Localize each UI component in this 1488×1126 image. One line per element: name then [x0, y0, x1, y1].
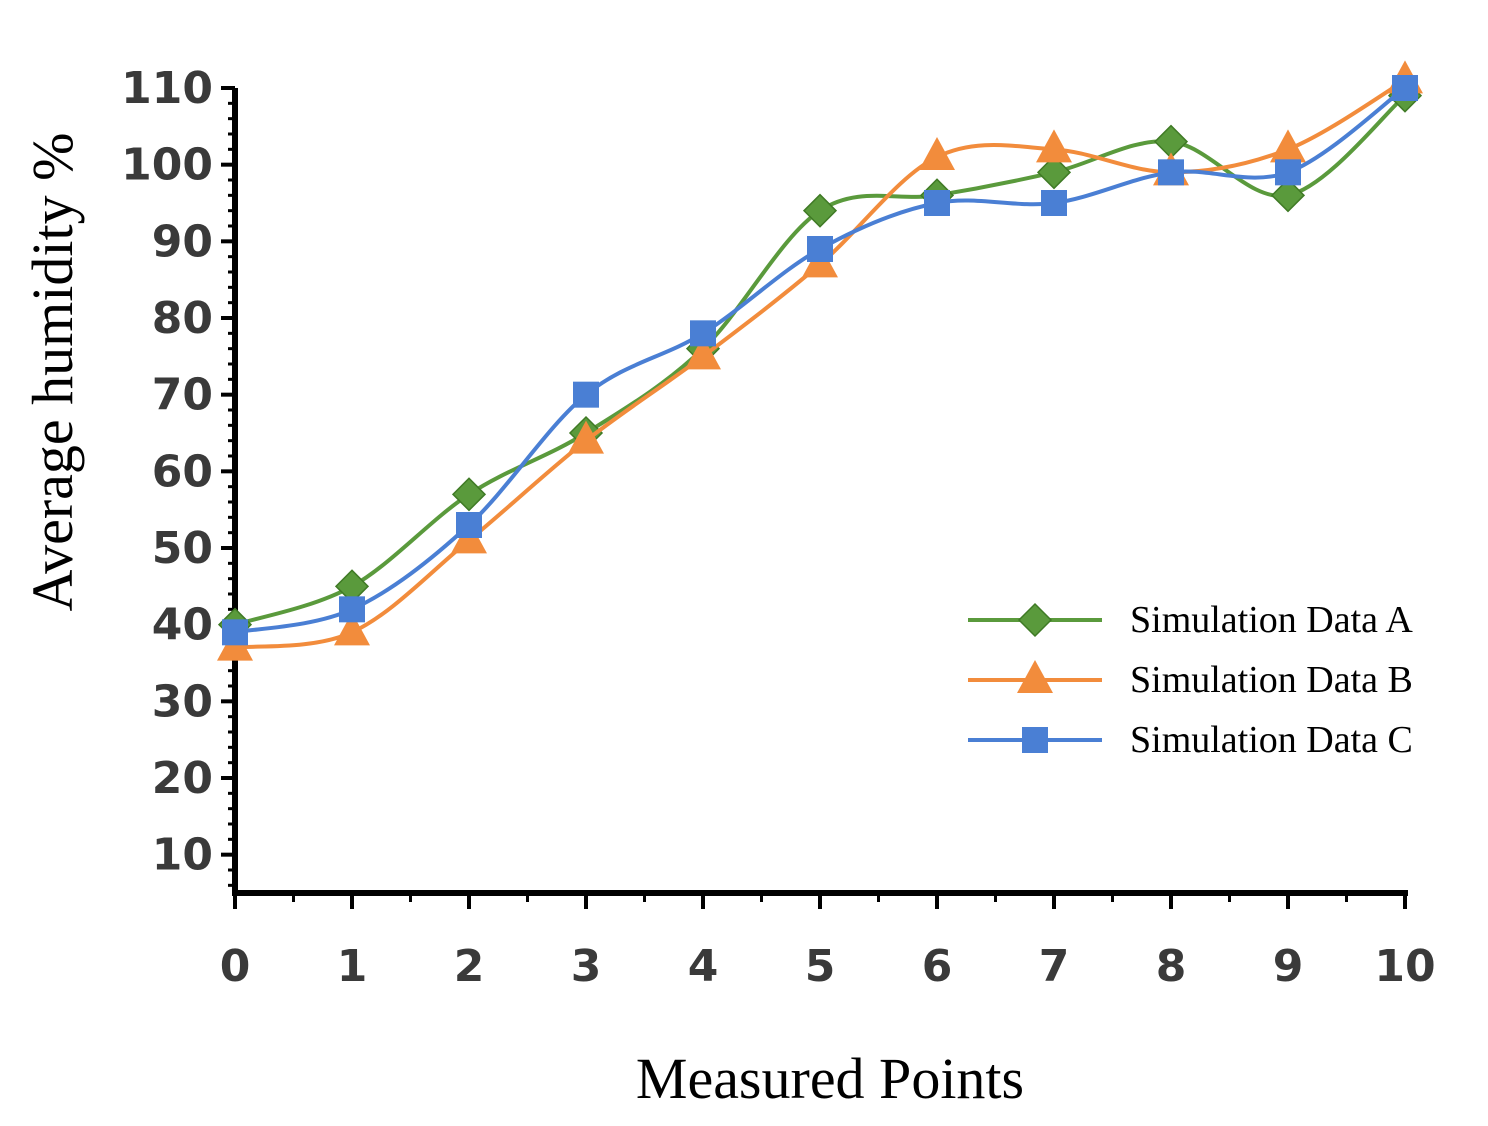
series-line [234, 78, 1407, 650]
x-tick-label: 6 [922, 941, 953, 992]
legend-label: Simulation Data B [1130, 659, 1413, 701]
y-tick-label: 80 [152, 293, 213, 344]
data-point [690, 320, 716, 347]
data-point [573, 381, 599, 408]
data-point [1270, 129, 1306, 163]
y-tick-label: 60 [152, 446, 213, 497]
data-point [924, 190, 950, 216]
y-tick-label: 40 [152, 600, 213, 651]
x-tick-label: 8 [1156, 941, 1187, 992]
x-tick-label: 0 [220, 941, 251, 992]
series-layer [217, 60, 1423, 661]
data-point [1275, 159, 1301, 186]
data-point [1036, 155, 1072, 190]
x-tick-label: 5 [805, 941, 836, 992]
data-point [339, 596, 365, 623]
data-point [807, 236, 833, 262]
x-tick-label: 7 [1039, 941, 1070, 992]
y-tick-label: 20 [152, 753, 213, 804]
legend-item: Simulation Data A [968, 599, 1413, 641]
legend-label: Simulation Data A [1130, 599, 1413, 641]
data-point [1036, 129, 1072, 163]
data-point [334, 612, 370, 646]
series-c [222, 75, 1418, 646]
data-point [1392, 75, 1418, 101]
x-tick-label: 1 [337, 941, 368, 992]
data-point [451, 477, 487, 512]
axes: 10 20 30 40 50 60 70 80 90 100 110 0 1 2 3 4 5 6 7 8 9 10 [121, 63, 1435, 992]
y-tick-label: 100 [121, 140, 213, 191]
y-axis-title: Average humidity % [20, 133, 85, 612]
data-point [802, 193, 838, 228]
data-point [456, 512, 482, 538]
data-point [1041, 190, 1067, 216]
data-point [1270, 178, 1306, 213]
y-tick-label: 50 [152, 523, 213, 574]
data-point [222, 619, 248, 646]
data-point [568, 420, 604, 454]
legend: Simulation Data A Simulation Data B Simula… [968, 599, 1413, 761]
y-tick-label: 70 [152, 370, 213, 421]
data-point [1158, 159, 1184, 186]
y-tick-label: 90 [152, 216, 213, 267]
legend-item: Simulation Data C [968, 719, 1413, 761]
series-b [217, 60, 1423, 661]
y-tick-label: 10 [152, 830, 213, 881]
data-point [685, 336, 721, 370]
legend-label: Simulation Data C [1130, 719, 1413, 761]
x-tick-label: 10 [1374, 941, 1435, 992]
x-axis-title: Measured Points [636, 1046, 1024, 1111]
x-tick-label: 9 [1273, 941, 1304, 992]
series-line [234, 86, 1407, 635]
legend-item: Simulation Data B [968, 659, 1413, 701]
y-tick-label: 110 [121, 63, 213, 114]
x-tick-label: 4 [688, 941, 719, 992]
data-point [919, 137, 955, 170]
x-tick-label: 2 [454, 941, 485, 992]
legend-marker [1017, 602, 1053, 638]
x-tick-label: 3 [571, 941, 602, 992]
y-tick-label: 30 [152, 676, 213, 727]
legend-marker [1022, 727, 1048, 753]
legend-marker [1017, 660, 1053, 693]
